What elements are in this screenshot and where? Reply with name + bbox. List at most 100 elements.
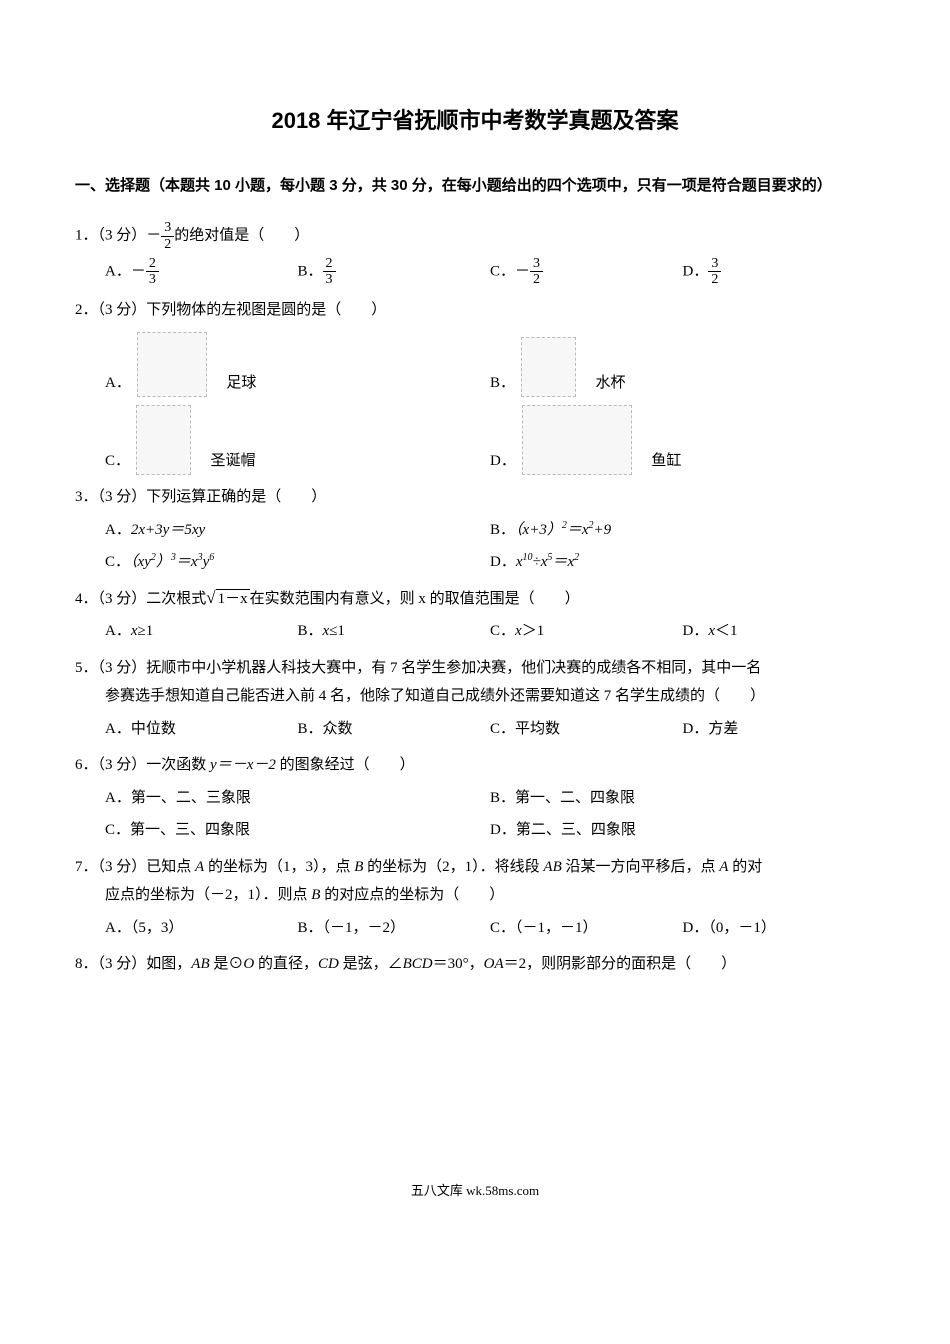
q3-points: （3 分）	[98, 489, 147, 505]
q1-points: （3 分）	[98, 228, 147, 244]
q2-opt-b: B． 水杯	[490, 332, 875, 397]
q6-points: （3 分）	[98, 757, 147, 773]
question-6: 6．（3 分）一次函数 y＝－x－2 的图象经过（ ） A．第一、二、三象限 B…	[75, 751, 875, 845]
question-7: 7．（3 分）已知点 A 的坐标为（1，3），点 B 的坐标为（2，1）．将线段…	[75, 853, 875, 943]
label-a: A．	[105, 369, 131, 398]
q7-opt-c: C．（－1，－1）	[490, 914, 683, 943]
q2-opt-d: D． 鱼缸	[490, 405, 875, 475]
label-c: C．	[490, 623, 515, 639]
q1-opt-d: D．32	[683, 256, 876, 288]
q1-stem-b: 的绝对值是（ ）	[174, 228, 309, 244]
q7-opt-b: B．（－1，－2）	[298, 914, 491, 943]
frac-den: 3	[323, 272, 336, 287]
q5c: 平均数	[515, 721, 560, 737]
label-a: A．	[105, 623, 131, 639]
q7-opt-a: A．（5，3）	[105, 914, 298, 943]
q7-points: （3 分）	[98, 859, 147, 875]
soccer-ball-image	[137, 332, 207, 397]
q8-points: （3 分）	[98, 956, 147, 972]
q6c: 第一、三、四象限	[130, 822, 250, 838]
q2-stem: 下列物体的左视图是圆的是（ ）	[146, 302, 386, 318]
q3-opt-c: C．（xy2）3＝x3y6	[105, 548, 490, 577]
q6a: 第一、二、三象限	[131, 790, 251, 806]
q3-opt-b: B．（x+3）2＝x2+9	[490, 516, 875, 545]
frac-num: 3	[708, 256, 721, 272]
q2b-label: 水杯	[596, 369, 626, 398]
q5-points: （3 分）	[98, 660, 147, 676]
q1c-pre: －	[515, 263, 530, 279]
label-b: B．	[298, 623, 323, 639]
q5-opt-b: B．众数	[298, 715, 491, 744]
label-d: D．	[490, 447, 516, 476]
q5d: 方差	[708, 721, 738, 737]
label-d: D．	[490, 822, 516, 838]
label-b: B．	[490, 522, 515, 538]
q7d: （0，－1）	[708, 920, 776, 936]
q1-opt-b: B．23	[298, 256, 491, 288]
q6d: 第二、三、四象限	[516, 822, 636, 838]
frac-den: 2	[708, 272, 721, 287]
q2-points: （3 分）	[98, 302, 147, 318]
q7c: （－1，－1）	[515, 920, 598, 936]
q6b: 第一、二、四象限	[515, 790, 635, 806]
q4-opt-c: C．x＞1	[490, 617, 683, 646]
q4-opt-b: B．x≤1	[298, 617, 491, 646]
question-8: 8．（3 分）如图，AB 是⊙O 的直径，CD 是弦，∠BCD＝30°，OA＝2…	[75, 950, 875, 979]
label-a: A．	[105, 522, 131, 538]
fish-tank-image	[522, 405, 632, 475]
label-d: D．	[683, 721, 709, 737]
frac-num: 2	[146, 256, 159, 272]
q4-stem-a: 二次根式	[146, 591, 206, 607]
q6-opt-a: A．第一、二、三象限	[105, 784, 490, 813]
q2-opt-c: C． 圣诞帽	[105, 405, 490, 475]
q5a: 中位数	[131, 721, 176, 737]
label-a: A．	[105, 721, 131, 737]
q1-frac: 32	[161, 220, 174, 252]
q5-line1: 抚顺市中小学机器人科技大赛中，有 7 名学生参加决赛，他们决赛的成绩各不相同，其…	[146, 660, 761, 676]
label-c: C．	[105, 554, 130, 570]
christmas-hat-image	[136, 405, 191, 475]
frac-den: 2	[530, 272, 543, 287]
label-d: D．	[683, 920, 709, 936]
label-b: B．	[298, 920, 323, 936]
question-5: 5．（3 分）抚顺市中小学机器人科技大赛中，有 7 名学生参加决赛，他们决赛的成…	[75, 654, 875, 744]
q5b: 众数	[323, 721, 353, 737]
q2c-label: 圣诞帽	[211, 447, 256, 476]
q2a-label: 足球	[226, 369, 256, 398]
q5-line2: 参赛选手想知道自己能否进入前 4 名，他除了知道自己成绩外还需要知道这 7 名学…	[75, 682, 875, 711]
label-c: C．	[105, 822, 130, 838]
frac-den: 2	[161, 237, 174, 252]
q1-stem-a: －	[146, 228, 161, 244]
label-b: B．	[490, 790, 515, 806]
question-1: 1．（3 分）－32的绝对值是（ ） A．－23 B．23 C．－32 D．32	[75, 220, 875, 288]
frac-den: 3	[146, 272, 159, 287]
question-2: 2．（3 分）下列物体的左视图是圆的是（ ） A． 足球 B． 水杯 C． 圣诞…	[75, 296, 875, 476]
q6-opt-b: B．第一、二、四象限	[490, 784, 875, 813]
label-b: B．	[490, 369, 515, 398]
frac-num: 2	[323, 256, 336, 272]
q4-opt-a: A．xx≥1≥1	[105, 617, 298, 646]
cup-image	[521, 337, 576, 397]
q7b: （－1，－2）	[323, 920, 406, 936]
q4-stem-b: 在实数范围内有意义，则 x 的取值范围是（ ）	[250, 591, 580, 607]
label-b: B．	[298, 263, 323, 279]
q4-opt-d: D．x＜1	[683, 617, 876, 646]
q1a-pre: －	[131, 263, 146, 279]
sqrt-expression: √1－x	[206, 589, 249, 608]
frac-num: 3	[161, 220, 174, 236]
label-d: D．	[683, 263, 709, 279]
q5-opt-d: D．方差	[683, 715, 876, 744]
page-title: 2018 年辽宁省抚顺市中考数学真题及答案	[75, 100, 875, 142]
frac-num: 3	[530, 256, 543, 272]
q3-opt-d: D．x10÷x5＝x2	[490, 548, 875, 577]
q7-opt-d: D．（0，－1）	[683, 914, 876, 943]
q6-opt-d: D．第二、三、四象限	[490, 816, 875, 845]
q3-opt-a: A．2x+3y＝5xy	[105, 516, 490, 545]
q5-opt-a: A．中位数	[105, 715, 298, 744]
label-c: C．	[105, 447, 130, 476]
page-footer: 五八文库 wk.58ms.com	[75, 1179, 875, 1204]
label-c: C．	[490, 721, 515, 737]
q3-stem: 下列运算正确的是（ ）	[146, 489, 326, 505]
label-d: D．	[490, 554, 516, 570]
q6-opt-c: C．第一、三、四象限	[105, 816, 490, 845]
